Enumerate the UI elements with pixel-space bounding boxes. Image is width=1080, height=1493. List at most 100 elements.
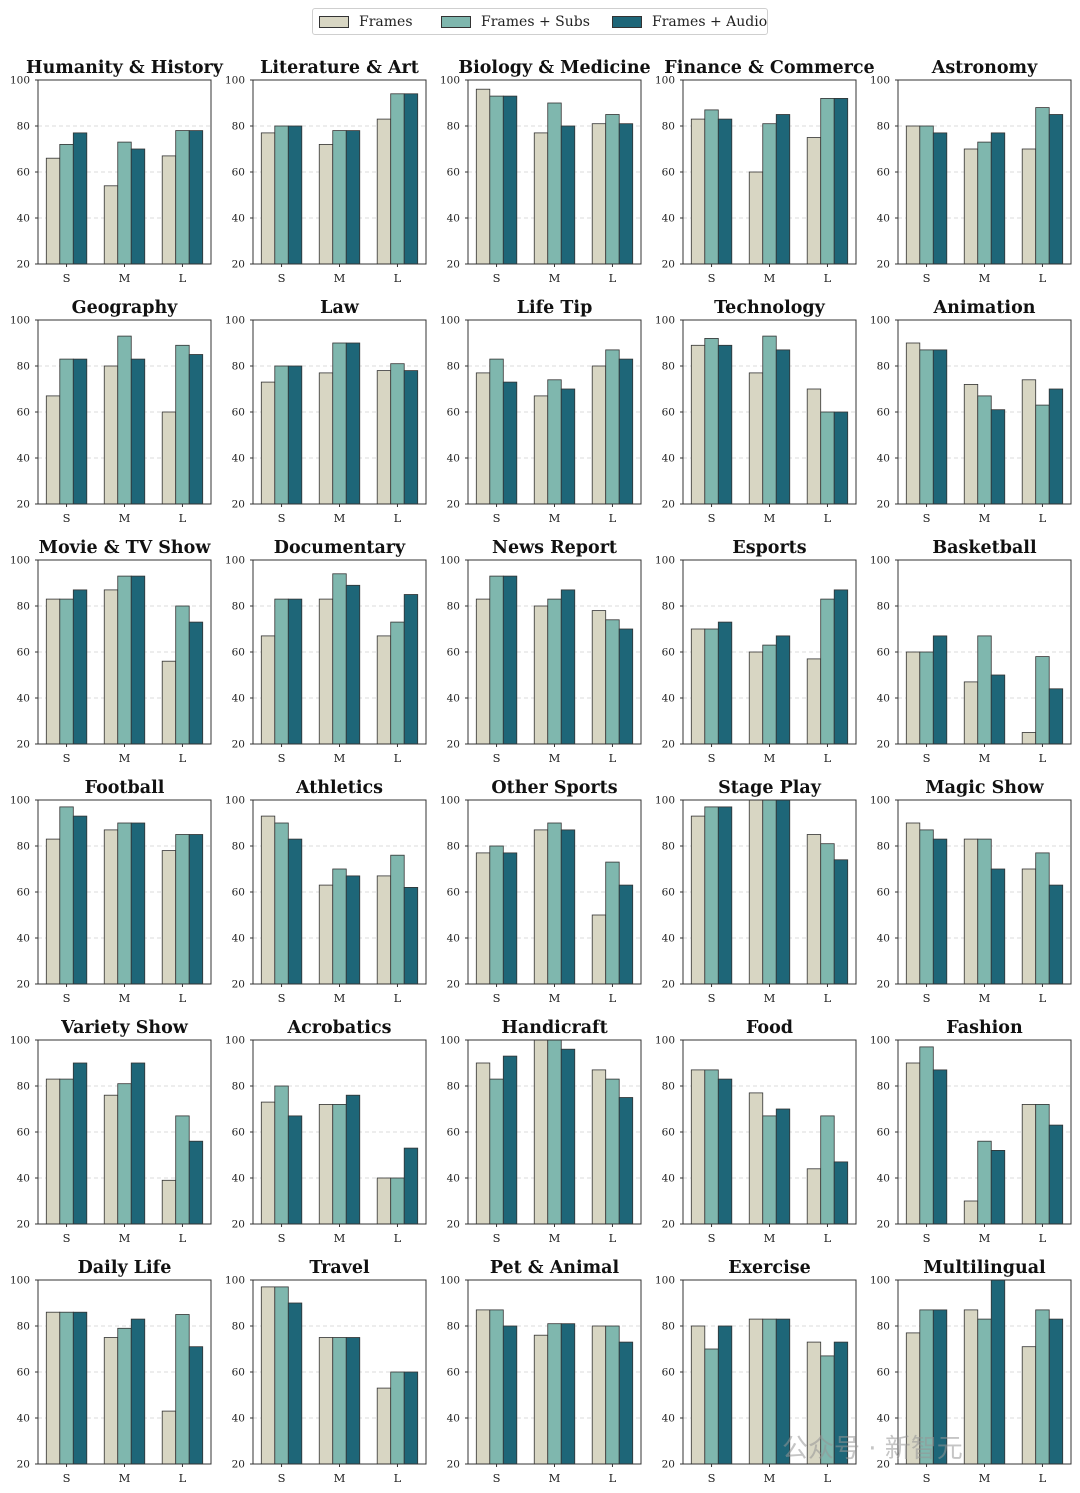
bar-pet-and-animal-m-frames-subs [547,1323,562,1464]
x-tick-label: S [708,511,716,525]
y-tick-label: 20 [447,979,460,991]
legend-swatch-frames [319,15,349,28]
bar-animation-l-frames-audio [1048,388,1064,504]
y-tick-label: 40 [17,453,30,465]
subplot-esports: 20 40 60 80 100 S M L Esports [655,538,857,765]
subplot-law: 20 40 60 80 100 S M L Law [225,298,427,525]
subplot-title: Variety Show [60,1018,189,1038]
bars [905,635,1064,744]
y-tick-label: 20 [662,1459,675,1471]
x-tick-label: M [334,751,346,765]
bar-astronomy-l-frames [1021,148,1037,264]
y-tick-label: 80 [877,121,890,133]
bar-magic-show-m-frames [963,838,979,984]
bar-life-tip-m-frames-audio [560,388,576,504]
x-tick-label: L [609,751,617,765]
bar-athletics-s-frames [260,815,276,984]
subplot-title: Magic Show [925,778,1044,798]
x-tick-label: M [119,1231,131,1245]
y-tick-label: 20 [877,739,890,751]
y-tick-label: 40 [877,933,890,945]
x-tick-label: L [1039,1231,1047,1245]
bar-multilingual-m-frames [963,1309,979,1464]
bar-variety-show-m-frames [103,1094,119,1224]
bar-pet-and-animal-s-frames-subs [489,1309,504,1464]
y-tick-label: 20 [662,739,675,751]
bar-athletics-s-frames-subs [274,822,289,984]
bars [260,342,419,504]
bar-literature-and-art-l-frames [376,118,392,264]
x-tick-label: S [63,991,71,1005]
bar-handicraft-s-frames [475,1062,491,1224]
subplot-title: Other Sports [491,778,617,798]
bar-geography-m-frames-audio [130,358,146,504]
y-tick-label: 40 [877,213,890,225]
legend-swatch-audio [612,15,642,28]
bar-acrobatics-s-frames-subs [274,1085,289,1224]
bar-movie-and-tv-show-s-frames-audio [72,589,88,744]
bar-biology-and-medicine-s-frames-subs [489,95,504,264]
y-tick-label: 80 [662,1321,675,1333]
subplot-other-sports: 20 40 60 80 100 S M L Other Sports [440,778,642,1005]
subplot-documentary: 20 40 60 80 100 S M L Documentary [225,538,427,765]
y-tick-label: 40 [662,453,675,465]
bar-esports-s-frames-audio [717,621,733,744]
bar-esports-m-frames-subs [762,644,777,744]
bar-stage-play-s-frames [690,815,706,984]
bar-other-sports-l-frames [591,914,607,984]
y-tick-label: 60 [877,647,890,659]
subplot-title: Animation [933,298,1036,318]
x-tick-label: S [923,991,931,1005]
bar-other-sports-s-frames-audio [502,852,518,984]
bar-documentary-s-frames-audio [287,598,303,744]
y-tick-label: 20 [17,1459,30,1471]
y-tick-label: 100 [655,555,675,567]
bar-food-m-frames-subs [762,1115,777,1224]
x-tick-label: M [334,991,346,1005]
x-tick-label: M [764,1471,776,1485]
bar-humanity-and-history-l-frames-audio [188,130,204,264]
bar-animation-m-frames-subs [977,395,992,504]
bar-technology-m-frames-audio [775,349,791,504]
x-tick-label: L [179,991,187,1005]
bar-technology-m-frames-subs [762,335,777,504]
x-tick-label: M [119,1471,131,1485]
bars [475,88,634,264]
bars [45,1311,204,1464]
y-tick-label: 20 [447,1219,460,1231]
bar-handicraft-s-frames-subs [489,1078,504,1224]
y-tick-label: 40 [232,933,245,945]
bars [905,107,1064,264]
bar-food-l-frames [806,1168,822,1224]
y-tick-label: 80 [17,121,30,133]
bar-astronomy-s-frames-subs [919,125,934,264]
y-tick-label: 80 [447,121,460,133]
y-tick-label: 40 [877,1413,890,1425]
subplot-title: News Report [492,538,617,558]
x-tick-label: M [979,1471,991,1485]
y-tick-label: 40 [447,1173,460,1185]
x-tick-label: L [609,991,617,1005]
x-tick-label: S [923,511,931,525]
x-tick-label: S [493,991,501,1005]
y-tick-label: 100 [870,1035,890,1047]
bar-stage-play-s-frames-audio [717,806,733,984]
subplot-title: Esports [732,538,806,558]
bar-athletics-m-frames-subs [332,868,347,984]
bar-travel-s-frames [260,1286,276,1464]
bar-law-s-frames-subs [274,365,289,504]
y-tick-label: 80 [662,361,675,373]
subplot-title: Basketball [932,538,1037,558]
y-tick-label: 20 [877,499,890,511]
x-tick-label: L [609,511,617,525]
bar-magic-show-s-frames [905,822,921,984]
bar-geography-s-frames-subs [59,358,74,504]
bar-multilingual-l-frames [1021,1346,1037,1464]
bars [475,1040,634,1224]
y-tick-label: 60 [232,887,245,899]
bar-food-m-frames [748,1092,764,1224]
bar-technology-s-frames [690,344,706,504]
bars [905,1046,1064,1224]
bar-pet-and-animal-s-frames-audio [502,1325,518,1464]
bar-stage-play-s-frames-subs [704,806,719,984]
